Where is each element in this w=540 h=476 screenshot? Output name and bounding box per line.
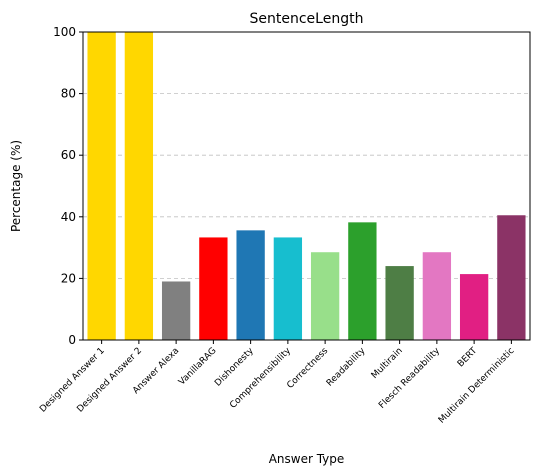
- bar: [385, 266, 414, 340]
- y-grid-lines: [83, 93, 530, 279]
- plot-area-frame: [82, 31, 531, 341]
- x-tick-label: Readability: [325, 346, 368, 389]
- bar: [236, 230, 265, 340]
- bar: [310, 252, 340, 340]
- y-tick-label: 0: [68, 333, 76, 347]
- y-tick-label: 100: [53, 25, 76, 39]
- y-tick-label: 40: [61, 210, 76, 224]
- bar: [497, 215, 526, 340]
- bar: [422, 252, 452, 340]
- bar: [273, 237, 303, 340]
- y-axis-ticks: 0 20 40 60 80 100: [53, 25, 83, 347]
- x-tick-label: Multirain: [370, 346, 405, 381]
- y-tick-label: 80: [61, 87, 76, 101]
- bars: [87, 32, 526, 340]
- bar: [459, 274, 489, 340]
- x-tick-label: Multirain Deterministic: [437, 346, 517, 426]
- bar: [161, 281, 191, 340]
- bar: [348, 222, 377, 340]
- x-tick-label: Designed Answer 1: [38, 346, 107, 415]
- x-tick-label: Designed Answer 2: [75, 346, 144, 415]
- y-tick-label: 60: [61, 148, 76, 162]
- x-tick-label: BERT: [456, 346, 480, 370]
- bar: [124, 32, 154, 340]
- chart-title: SentenceLength: [250, 11, 364, 27]
- x-axis-label: Answer Type: [269, 452, 345, 466]
- y-tick-label: 20: [61, 271, 76, 285]
- y-axis-label: Percentage (%): [9, 140, 23, 232]
- bar: [87, 32, 116, 340]
- bar: [199, 237, 228, 340]
